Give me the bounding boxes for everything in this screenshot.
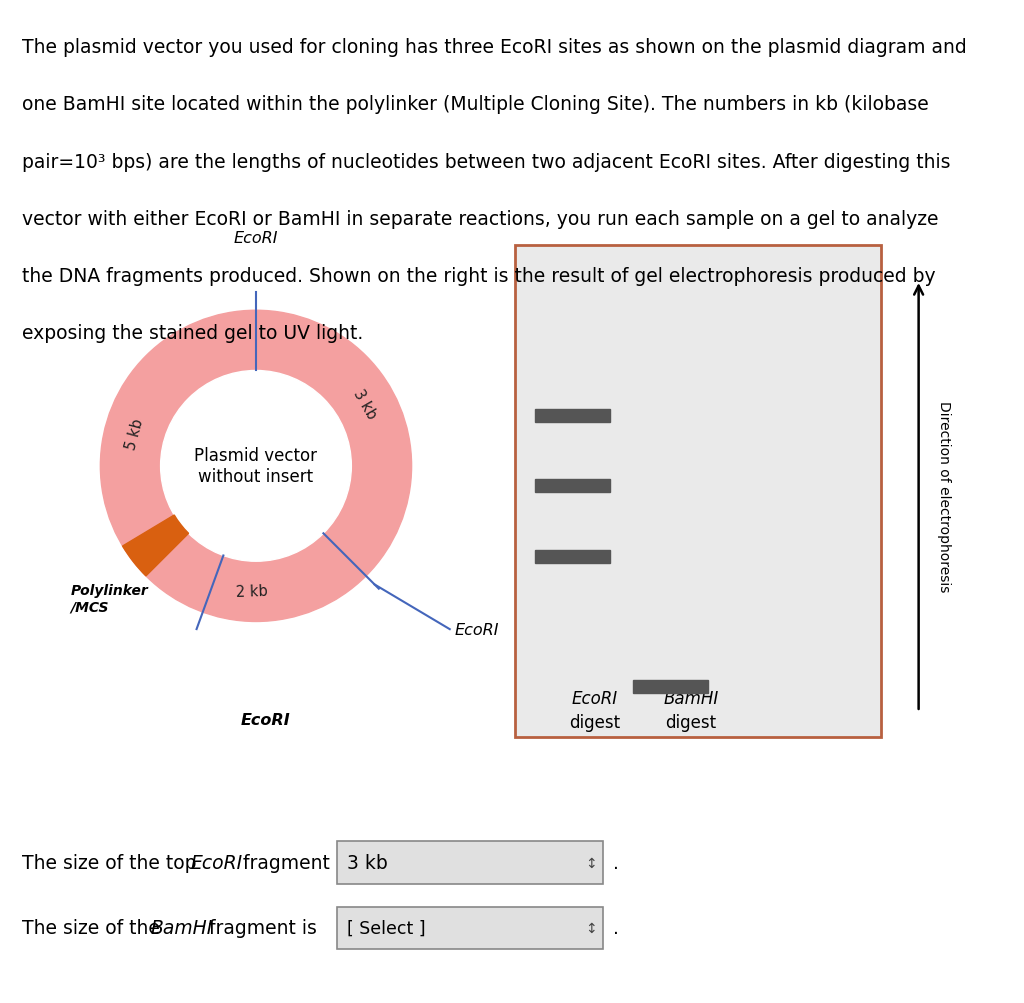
- Wedge shape: [123, 516, 188, 577]
- Text: fragment is: fragment is: [203, 919, 316, 937]
- Text: 5 kb: 5 kb: [124, 416, 146, 451]
- Text: vector with either EcoRI or BamHI in separate reactions, you run each sample on : vector with either EcoRI or BamHI in sep…: [23, 210, 939, 229]
- Bar: [535, 550, 610, 563]
- Bar: [515, 246, 882, 737]
- Text: 2 kb: 2 kb: [236, 584, 268, 600]
- Text: EcoRI: EcoRI: [190, 854, 243, 872]
- Text: EcoRI: EcoRI: [233, 231, 279, 246]
- Text: Polylinker
/MCS: Polylinker /MCS: [71, 584, 148, 614]
- Text: Direction of electrophoresis: Direction of electrophoresis: [937, 401, 950, 592]
- FancyBboxPatch shape: [337, 842, 603, 884]
- Text: the DNA fragments produced. Shown on the right is the result of gel electrophore: the DNA fragments produced. Shown on the…: [23, 267, 936, 286]
- Text: 3 kb: 3 kb: [347, 854, 388, 872]
- Text: ↕: ↕: [586, 921, 597, 935]
- Text: Plasmid vector
without insert: Plasmid vector without insert: [195, 447, 317, 485]
- Text: [ Select ]: [ Select ]: [347, 919, 426, 937]
- Text: The size of the: The size of the: [23, 919, 166, 937]
- Text: .: .: [613, 854, 620, 872]
- Text: EcoRI: EcoRI: [455, 622, 500, 637]
- Text: EcoRI: EcoRI: [571, 689, 617, 707]
- Circle shape: [100, 311, 412, 622]
- Text: The plasmid vector you used for cloning has three EcoRI sites as shown on the pl: The plasmid vector you used for cloning …: [23, 38, 967, 57]
- Text: EcoRI: EcoRI: [241, 712, 291, 727]
- Text: The size of the top: The size of the top: [23, 854, 203, 872]
- Bar: [535, 409, 610, 422]
- Text: one BamHI site located within the polylinker (Multiple Cloning Site). The number: one BamHI site located within the polyli…: [23, 95, 929, 114]
- Text: .: .: [613, 919, 620, 937]
- Text: digest: digest: [568, 713, 620, 731]
- Text: digest: digest: [666, 713, 716, 731]
- Text: pair=10³ bps) are the lengths of nucleotides between two adjacent EcoRI sites. A: pair=10³ bps) are the lengths of nucleot…: [23, 152, 950, 172]
- Circle shape: [161, 371, 351, 562]
- Text: fragment is: fragment is: [237, 854, 351, 872]
- Text: BamHI: BamHI: [664, 689, 719, 707]
- Bar: [633, 680, 709, 694]
- Text: ↕: ↕: [586, 856, 597, 870]
- FancyBboxPatch shape: [337, 907, 603, 949]
- Text: 3 kb: 3 kb: [350, 386, 379, 421]
- Bar: [535, 479, 610, 492]
- Text: exposing the stained gel to UV light.: exposing the stained gel to UV light.: [23, 324, 364, 343]
- Text: BamHI: BamHI: [151, 919, 213, 937]
